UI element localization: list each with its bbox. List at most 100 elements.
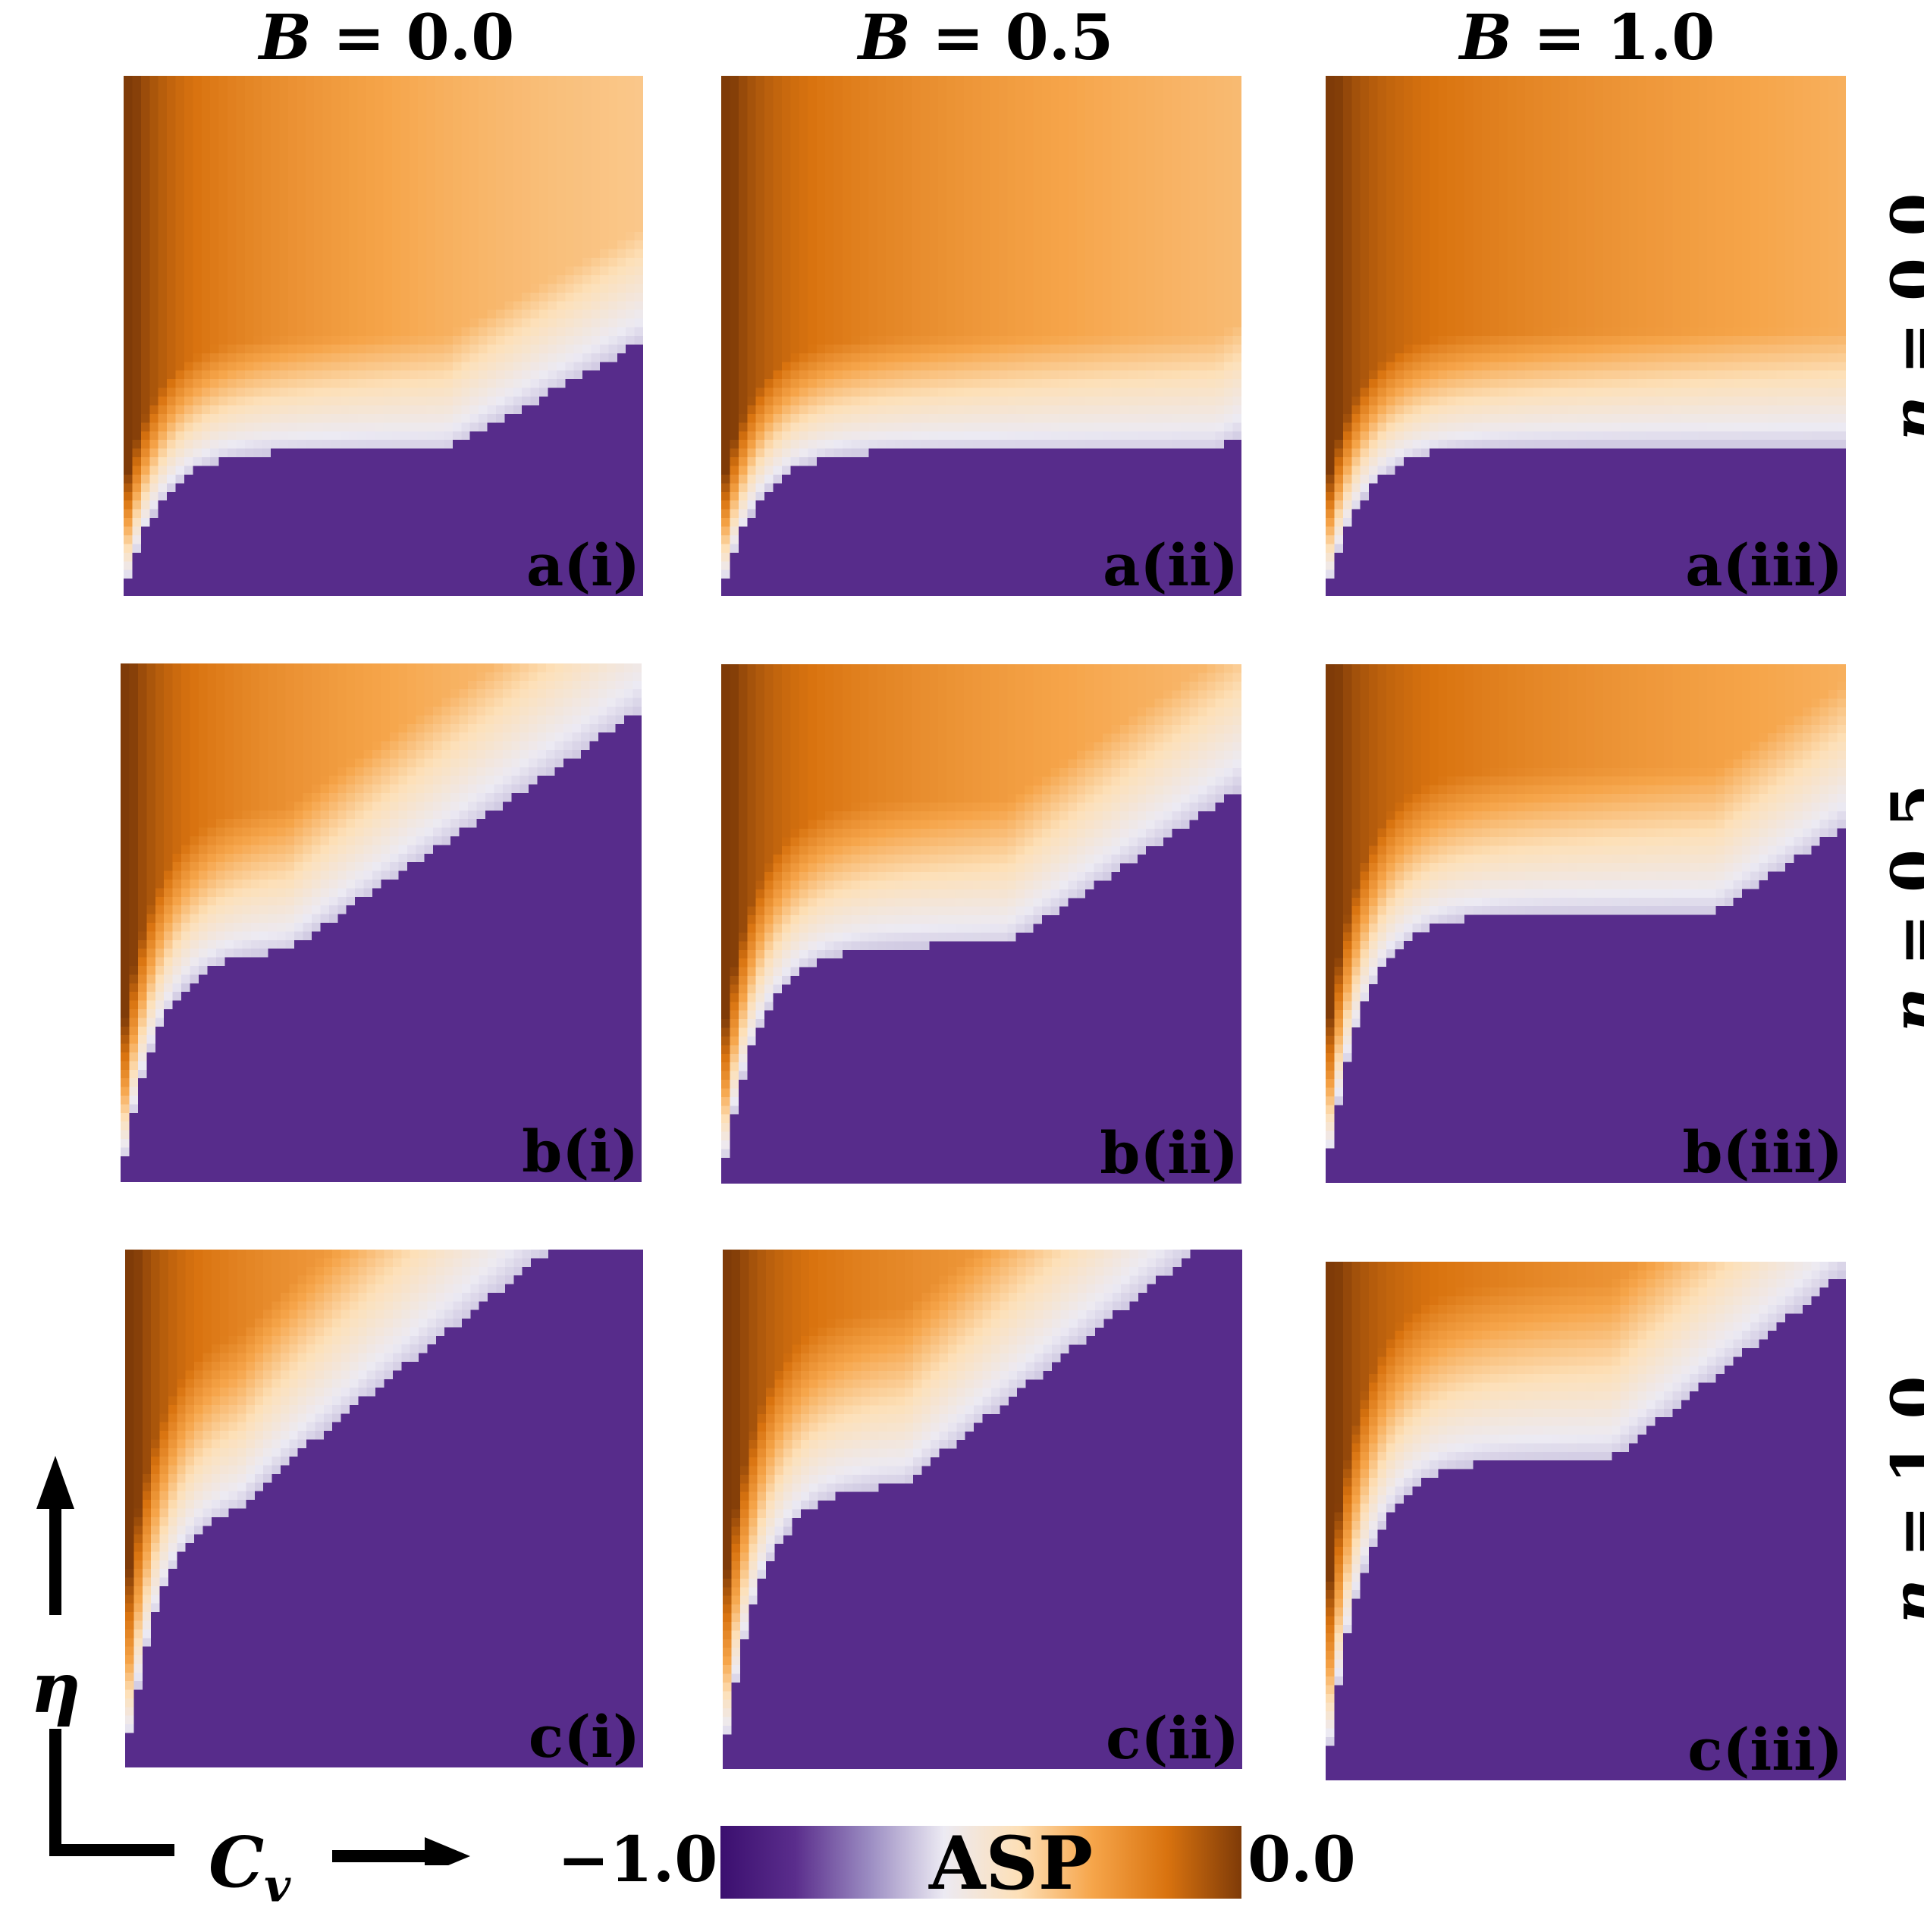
- heatmap-cell: [228, 197, 237, 206]
- heatmap-cell: [210, 491, 219, 501]
- heatmap-cell: [487, 422, 497, 432]
- heatmap-cell: [573, 500, 583, 510]
- heatmap-cell: [366, 214, 375, 224]
- heatmap-cell: [375, 145, 384, 155]
- heatmap-cell: [513, 336, 523, 345]
- heatmap-cell: [513, 205, 523, 215]
- heatmap-cell: [167, 405, 176, 415]
- heatmap-cell: [513, 509, 523, 519]
- heatmap-cell: [149, 587, 159, 596]
- heatmap-cell: [755, 145, 765, 155]
- heatmap-cell: [409, 102, 419, 111]
- heatmap-cell: [591, 509, 601, 519]
- heatmap-cell: [530, 552, 540, 562]
- heatmap-cell: [340, 579, 350, 588]
- heatmap-cell: [426, 397, 436, 406]
- heatmap-cell: [426, 431, 436, 441]
- heatmap-cell: [937, 76, 947, 85]
- heatmap-cell: [193, 162, 202, 172]
- heatmap-cell: [790, 102, 800, 111]
- heatmap-cell: [608, 136, 618, 146]
- heatmap-cell: [1172, 180, 1182, 189]
- heatmap-cell: [886, 197, 896, 206]
- heatmap-cell: [608, 119, 618, 128]
- heatmap-cell: [210, 93, 219, 102]
- heatmap-cell: [582, 223, 592, 233]
- heatmap-cell: [314, 127, 323, 137]
- heatmap-cell: [167, 249, 176, 259]
- heatmap-cell: [634, 491, 643, 501]
- heatmap-cell: [418, 162, 427, 172]
- heatmap-cell: [1197, 171, 1207, 180]
- heatmap-cell: [244, 587, 254, 596]
- heatmap-cell: [149, 214, 159, 224]
- heatmap-cell: [825, 197, 834, 206]
- heatmap-cell: [1207, 136, 1216, 146]
- heatmap-cell: [556, 180, 566, 189]
- heatmap-cell: [1224, 110, 1233, 120]
- heatmap-cell: [132, 231, 142, 241]
- heatmap-cell: [193, 500, 202, 510]
- heatmap-cell: [469, 188, 479, 198]
- heatmap-cell: [548, 474, 557, 484]
- heatmap-cell: [1224, 102, 1233, 111]
- heatmap-cell: [556, 397, 566, 406]
- heatmap-cell: [444, 569, 454, 579]
- heatmap-cell: [539, 309, 548, 319]
- heatmap-cell: [599, 336, 609, 345]
- heatmap-cell: [357, 397, 367, 406]
- heatmap-cell: [418, 231, 427, 241]
- heatmap-cell: [843, 180, 852, 189]
- heatmap-cell: [409, 579, 419, 588]
- heatmap-cell: [981, 266, 990, 276]
- heatmap-cell: [790, 84, 800, 94]
- heatmap-cell: [998, 102, 1008, 111]
- heatmap-cell: [1103, 258, 1112, 267]
- heatmap-cell: [539, 240, 548, 250]
- heatmap-cell: [573, 353, 583, 362]
- heatmap-cell: [279, 483, 289, 493]
- heatmap-cell: [314, 483, 323, 493]
- heatmap-cell: [479, 431, 488, 441]
- heatmap-cell: [1232, 119, 1241, 128]
- heatmap-cell: [452, 526, 462, 536]
- heatmap-cell: [556, 422, 566, 432]
- heatmap-cell: [495, 102, 505, 111]
- heatmap-cell: [782, 258, 791, 267]
- heatmap-cell: [599, 509, 609, 519]
- heatmap-cell: [591, 344, 601, 354]
- heatmap-cell: [305, 180, 315, 189]
- heatmap-cell: [279, 214, 289, 224]
- heatmap-cell: [271, 587, 280, 596]
- heatmap-cell: [314, 205, 323, 215]
- heatmap-cell: [140, 301, 150, 311]
- heatmap-cell: [132, 214, 142, 224]
- heatmap-cell: [1025, 102, 1034, 111]
- heatmap-cell: [634, 162, 643, 172]
- heatmap-cell: [271, 379, 280, 388]
- heatmap-cell: [158, 153, 168, 163]
- heatmap-cell: [331, 569, 341, 579]
- heatmap-cell: [833, 110, 843, 120]
- heatmap-cell: [271, 205, 280, 215]
- heatmap-cell: [495, 266, 505, 276]
- heatmap-cell: [305, 422, 315, 432]
- heatmap-cell: [253, 84, 263, 94]
- heatmap-cell: [556, 197, 566, 206]
- heatmap-cell: [314, 231, 323, 241]
- heatmap-cell: [340, 370, 350, 380]
- heatmap-cell: [1050, 84, 1060, 94]
- heatmap-cell: [297, 362, 306, 372]
- heatmap-cell: [444, 457, 454, 466]
- heatmap-cell: [981, 84, 990, 94]
- heatmap-cell: [903, 153, 912, 163]
- heatmap-cell: [124, 136, 133, 146]
- heatmap-cell: [140, 561, 150, 571]
- heatmap-cell: [158, 249, 168, 259]
- heatmap-cell: [158, 162, 168, 172]
- heatmap-cell: [297, 180, 306, 189]
- heatmap-cell: [1085, 76, 1094, 85]
- heatmap-cell: [1189, 76, 1199, 85]
- heatmap-cell: [236, 353, 246, 362]
- heatmap-cell: [132, 223, 142, 233]
